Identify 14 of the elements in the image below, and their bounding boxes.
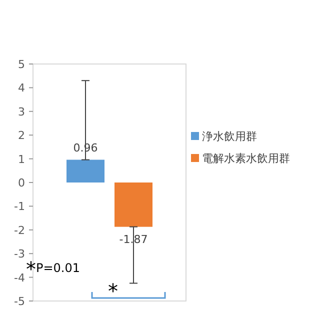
- y-tick-label: -1: [14, 200, 25, 214]
- y-tick-label: -5: [14, 295, 25, 308]
- y-tick-label: 3: [18, 105, 25, 118]
- y-tick-label: 2: [18, 129, 25, 142]
- y-tick-label: 0: [18, 176, 25, 190]
- y-tick-label: 1: [18, 152, 25, 166]
- y-tick-label: 5: [18, 58, 25, 71]
- legend-label: 電解水素水飲用群: [202, 152, 290, 165]
- y-tick-label: -3: [14, 248, 25, 261]
- y-tick-label: 4: [18, 82, 25, 95]
- annotation: *: [108, 279, 118, 303]
- legend-label: 浄水飲用群: [202, 130, 257, 143]
- y-tick-label: -2: [14, 224, 25, 237]
- y-tick-label: -4: [14, 271, 25, 284]
